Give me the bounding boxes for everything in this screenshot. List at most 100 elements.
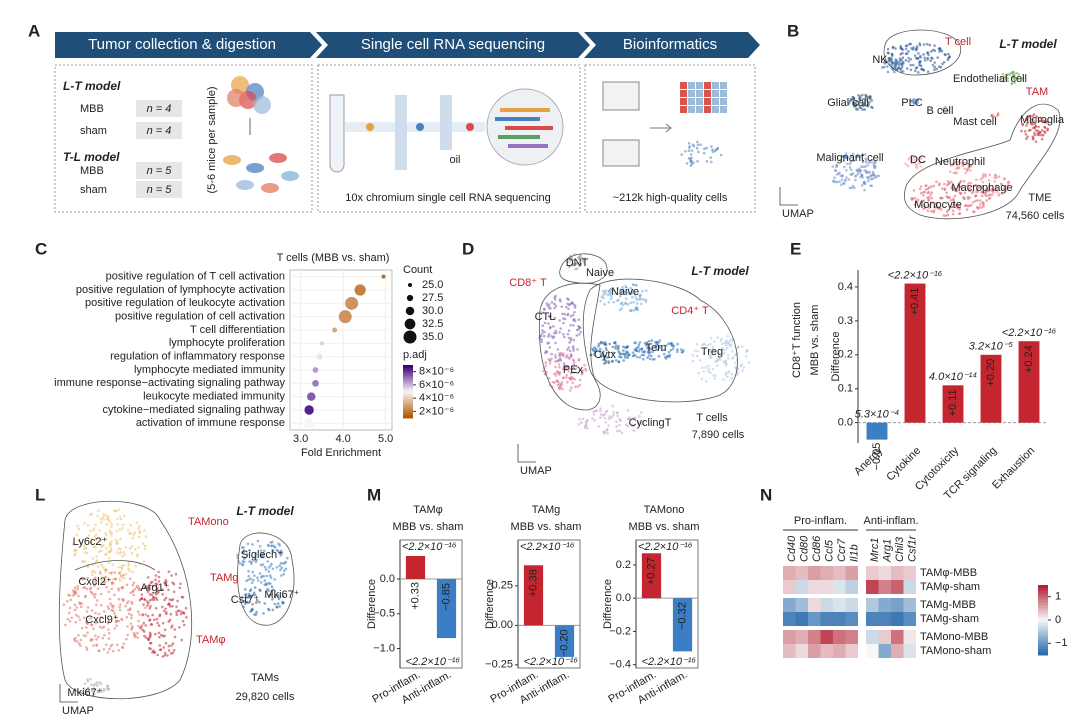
cell-dot xyxy=(850,173,854,176)
cell-dot xyxy=(158,614,161,618)
cell-dot xyxy=(1000,192,1004,195)
cell-dot xyxy=(547,322,550,325)
cell-dot xyxy=(95,555,98,558)
legend-dot xyxy=(406,294,414,302)
cell-dot xyxy=(640,411,643,414)
cell-dot xyxy=(154,607,158,610)
cell-dot xyxy=(871,106,874,110)
cell-dot xyxy=(109,546,113,550)
cell-dot xyxy=(863,101,866,105)
cell-dot xyxy=(172,582,176,586)
heat-cell xyxy=(820,612,833,626)
y-axis-label: Difference xyxy=(830,332,842,382)
cell-dot xyxy=(153,618,156,621)
cell-dot xyxy=(864,157,868,161)
cell-dot xyxy=(567,265,571,269)
cell-dot xyxy=(148,607,152,610)
cell-dot xyxy=(634,341,637,344)
cell-dot xyxy=(260,553,263,557)
cell-dot xyxy=(959,192,963,195)
cell-dot xyxy=(1026,121,1029,125)
cell-dot xyxy=(933,44,936,47)
cell-dot xyxy=(655,348,658,352)
cell-icon xyxy=(246,163,264,173)
cell-dot xyxy=(689,160,692,164)
cell-dot xyxy=(632,300,635,304)
cluster-label: Cxcl9⁺ xyxy=(85,614,119,626)
cell-dot xyxy=(1040,129,1044,132)
matrix-cell xyxy=(720,106,727,113)
cell-dot xyxy=(255,610,258,614)
cell-dot xyxy=(555,379,559,382)
cell-dot xyxy=(181,619,185,623)
cell-dot xyxy=(583,363,586,367)
cell-dot xyxy=(1043,130,1046,133)
matrix-cell xyxy=(680,98,687,105)
legend-dot xyxy=(403,330,417,344)
cell-dot xyxy=(696,349,699,353)
cell-dot xyxy=(127,528,130,532)
panel-letter: B xyxy=(787,21,799,40)
cell-dot xyxy=(844,152,848,155)
cell-dot xyxy=(104,537,108,540)
cell-dot xyxy=(597,342,601,346)
sample-note: (5-6 mice per sample) xyxy=(206,87,218,194)
cell-cloud xyxy=(240,582,285,616)
cell-dot xyxy=(747,361,751,364)
cell-cloud xyxy=(847,93,874,111)
cell-dot xyxy=(956,206,959,210)
cell-dot xyxy=(900,70,903,73)
cell-dot xyxy=(112,649,115,653)
matrix-cell xyxy=(688,90,695,97)
cell-dot xyxy=(90,537,94,541)
cell-dot xyxy=(866,163,869,167)
cell-dot xyxy=(963,191,967,195)
cluster-label: Malignant cell xyxy=(816,152,883,164)
cell-dot xyxy=(170,574,173,577)
cell-dot xyxy=(263,579,267,582)
colorbar-step xyxy=(403,404,413,408)
cell-dot xyxy=(916,157,920,160)
y-tick-label: −0.5 xyxy=(373,608,395,620)
cell-dot xyxy=(82,687,86,690)
cell-dot xyxy=(110,525,113,529)
cell-dot xyxy=(990,189,994,193)
cell-dot xyxy=(104,552,107,556)
cell-dot xyxy=(157,580,161,583)
cell-dot xyxy=(574,385,577,389)
cell-dot xyxy=(175,605,178,609)
cell-dot xyxy=(724,373,728,377)
matrix-cell xyxy=(720,90,727,97)
server xyxy=(602,81,640,111)
y-tick-label: −0.4 xyxy=(609,659,631,671)
cell-dot xyxy=(280,566,284,570)
cell-dot xyxy=(711,150,715,153)
cell-cloud xyxy=(82,677,111,696)
matrix-cell xyxy=(720,82,727,89)
matrix-cell xyxy=(688,106,695,113)
umap-label: UMAP xyxy=(782,208,814,220)
cluster-outline xyxy=(559,253,608,284)
cell-dot xyxy=(602,362,606,365)
cell-dot xyxy=(125,616,129,619)
cell-dot xyxy=(127,562,130,565)
panel-letter: E xyxy=(790,239,801,258)
cell-dot xyxy=(834,180,837,184)
cell-dot xyxy=(121,523,125,527)
cell-dot xyxy=(969,164,973,167)
cell-dot xyxy=(286,556,289,560)
cell-dot xyxy=(638,356,642,359)
cell-dot xyxy=(92,545,95,548)
cell-dot xyxy=(554,329,558,333)
colorbar-step xyxy=(1038,599,1048,603)
cell-dot xyxy=(941,107,945,110)
cell-dot xyxy=(182,612,186,615)
cell-dot xyxy=(125,637,128,641)
cluster-label: B cell xyxy=(927,105,954,117)
heat-cell xyxy=(820,598,833,612)
cell-dot xyxy=(847,102,851,105)
cluster-label: Tem xyxy=(646,342,667,354)
cell-dot xyxy=(72,638,76,641)
cell-dot xyxy=(968,187,971,190)
cell-dot xyxy=(167,570,171,573)
